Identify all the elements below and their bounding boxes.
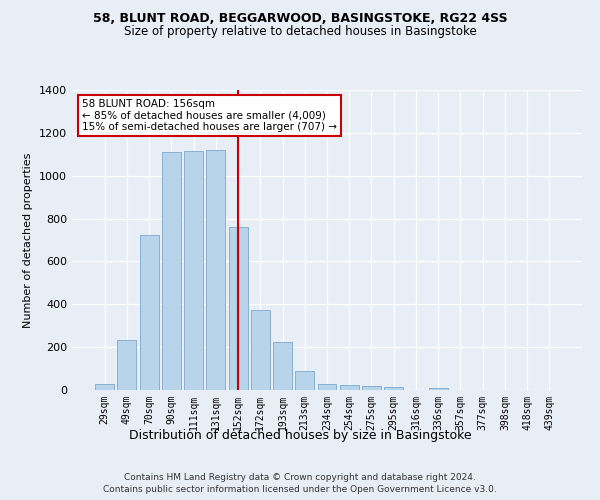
Bar xyxy=(273,342,292,390)
Text: Contains HM Land Registry data © Crown copyright and database right 2024.: Contains HM Land Registry data © Crown c… xyxy=(124,473,476,482)
Y-axis label: Number of detached properties: Number of detached properties xyxy=(23,152,34,328)
Bar xyxy=(251,310,270,390)
Text: Contains public sector information licensed under the Open Government Licence v3: Contains public sector information licen… xyxy=(103,486,497,494)
Bar xyxy=(118,340,136,390)
Bar xyxy=(340,384,359,390)
Bar xyxy=(362,386,381,390)
Bar xyxy=(317,384,337,390)
Bar xyxy=(229,227,248,390)
Bar xyxy=(295,370,314,390)
Bar xyxy=(384,387,403,390)
Bar xyxy=(184,151,203,390)
Bar xyxy=(95,384,114,390)
Bar xyxy=(206,150,225,390)
Bar xyxy=(140,234,158,390)
Text: 58 BLUNT ROAD: 156sqm
← 85% of detached houses are smaller (4,009)
15% of semi-d: 58 BLUNT ROAD: 156sqm ← 85% of detached … xyxy=(82,99,337,132)
Bar xyxy=(162,152,181,390)
Text: Size of property relative to detached houses in Basingstoke: Size of property relative to detached ho… xyxy=(124,25,476,38)
Bar xyxy=(429,388,448,390)
Text: 58, BLUNT ROAD, BEGGARWOOD, BASINGSTOKE, RG22 4SS: 58, BLUNT ROAD, BEGGARWOOD, BASINGSTOKE,… xyxy=(92,12,508,26)
Text: Distribution of detached houses by size in Basingstoke: Distribution of detached houses by size … xyxy=(128,428,472,442)
